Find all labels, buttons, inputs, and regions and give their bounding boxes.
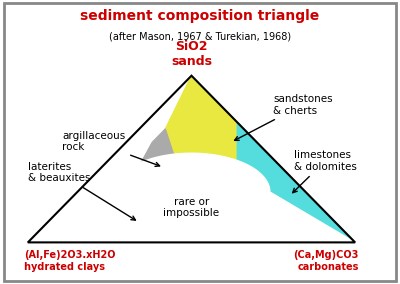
Polygon shape — [28, 209, 316, 242]
Polygon shape — [165, 76, 237, 162]
Text: SiO2
sands: SiO2 sands — [171, 40, 212, 68]
Polygon shape — [136, 129, 290, 222]
Polygon shape — [28, 153, 355, 242]
Polygon shape — [28, 76, 355, 242]
Text: argillaceous
rock: argillaceous rock — [62, 131, 160, 166]
Text: laterites
& beauxites: laterites & beauxites — [28, 162, 136, 220]
Text: (Ca,Mg)CO3
carbonates: (Ca,Mg)CO3 carbonates — [293, 250, 358, 272]
Text: sediment composition triangle: sediment composition triangle — [80, 9, 320, 22]
Text: (Al,Fe)2O3.xH2O
hydrated clays: (Al,Fe)2O3.xH2O hydrated clays — [24, 250, 116, 272]
Text: limestones
& dolomites: limestones & dolomites — [293, 150, 357, 193]
Text: rare or
impossible: rare or impossible — [164, 197, 220, 218]
Polygon shape — [237, 122, 355, 242]
Text: sandstones
& cherts: sandstones & cherts — [234, 94, 333, 140]
Text: (after Mason, 1967 & Turekian, 1968): (after Mason, 1967 & Turekian, 1968) — [109, 31, 291, 41]
